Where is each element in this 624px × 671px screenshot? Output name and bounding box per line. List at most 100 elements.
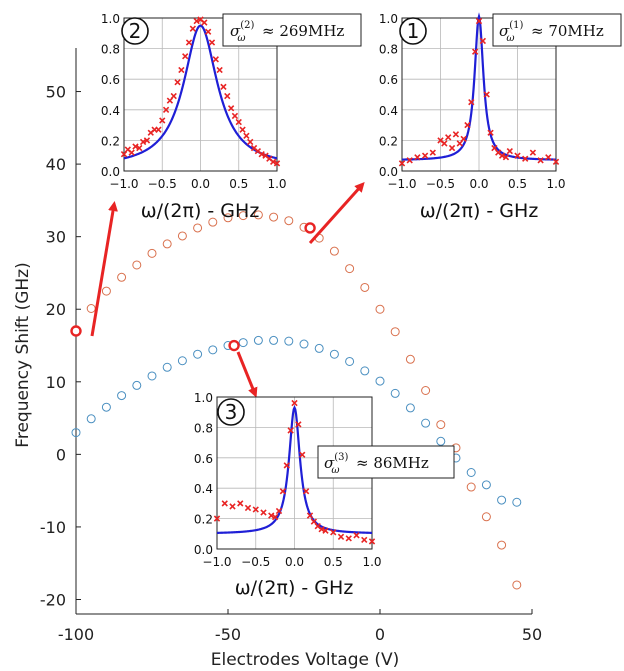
main-y-tick-label: 10 (46, 373, 66, 392)
inset-3-data-point (221, 500, 228, 507)
arrow-to-inset-3 (236, 351, 258, 398)
inset-1-data-point (452, 131, 460, 138)
inset-3-y-tick-label: 0.8 (194, 421, 213, 435)
inset-1-y-tick-label: 0.4 (379, 104, 398, 118)
callout-arrows (90, 182, 365, 398)
inset-1-x-tick-label: −1.0 (387, 177, 416, 191)
inset-3-fit-line (216, 404, 373, 534)
inset-2-x-tick-label: −1.0 (109, 177, 138, 191)
inset-3-data-point (345, 535, 352, 542)
main-data-point (101, 286, 111, 296)
main-data-point (284, 336, 294, 346)
main-data-point (117, 391, 127, 401)
inset-1-data-point (506, 147, 513, 155)
inset-3-data-point (330, 529, 337, 536)
inset-1-y-tick-label: 1.0 (379, 12, 398, 26)
inset-2-x-tick-label: 0.5 (229, 177, 248, 191)
inset-2-data-point (270, 158, 277, 165)
inset-2-data-point (174, 79, 181, 86)
inset-2-data-point (193, 17, 200, 25)
inset-1-series (398, 12, 560, 167)
inset-1-data-point (522, 155, 529, 162)
main-data-point (436, 420, 446, 430)
main-data-point (512, 580, 522, 590)
main-data-point (390, 388, 400, 398)
inset-2-data-point (227, 105, 235, 112)
inset-2-data-point (243, 132, 250, 139)
inset-1-x-tick-label: −0.5 (426, 177, 455, 191)
main-data-point (223, 213, 233, 223)
main-x-tick-label: -50 (215, 625, 241, 644)
inset-3-data-point (271, 513, 279, 521)
inset-3-x-tick-label: 0.0 (285, 555, 304, 569)
inset-3-data-point (287, 427, 294, 434)
inset-2-label-text: 2 (129, 19, 142, 43)
inset-3-data-point (244, 504, 252, 512)
inset-1-x-tick-label: 0.0 (469, 177, 488, 191)
main-data-point (466, 482, 476, 492)
main-data-point (101, 402, 111, 412)
inset-3-x-tick-label: 1.0 (362, 555, 381, 569)
inset-1-data-point (537, 157, 544, 164)
main-y-tick-label: 40 (46, 155, 66, 174)
inset-3-data-point (318, 526, 325, 533)
main-series (70, 210, 522, 590)
main-xlabel: Electrodes Voltage (V) (211, 650, 400, 670)
main-data-point (253, 335, 263, 345)
main-y-tick-label: 50 (46, 83, 66, 102)
inset-2-frame (123, 17, 278, 172)
inset-3-data-point (291, 399, 298, 407)
inset-1-data-point (487, 129, 494, 136)
inset-2-data-point (239, 126, 246, 133)
main-data-point (132, 260, 142, 270)
inset-2-data-point (208, 39, 216, 46)
main-data-point (436, 436, 446, 446)
main-data-point (162, 239, 172, 249)
inset-3-data-point (361, 536, 368, 544)
inset-3-data-point (368, 538, 376, 545)
inset-2-x-tick-label: 0.0 (191, 177, 210, 191)
inset-1-data-point (421, 152, 429, 159)
inset-2-y-tick-label: 1.0 (101, 12, 120, 26)
inset-2-data-point (212, 56, 219, 63)
inset-1-data-point (483, 91, 490, 98)
inset-chart-3: 0.0 0.2 0.4 0.6 0.8 1.0 −1.0 −0.5 0.0 0.5 1.0 3 σ(… (194, 391, 455, 599)
svg-text:σ(3)ω: σ(3) ω (324, 452, 349, 476)
inset-3-y-tick-label: 0.4 (194, 482, 213, 496)
inset-2-data-point (201, 19, 208, 26)
inset-2-annotation: σ(2) ω ≈ 269MHz (222, 13, 362, 47)
main-data-point (269, 212, 279, 222)
inset-3-y-tick-label: 0.0 (194, 543, 213, 557)
inset-2-data-point (258, 151, 265, 158)
main-data-point (421, 386, 431, 396)
main-data-point (497, 540, 507, 550)
main-data-point (360, 282, 370, 292)
inset-2-data-point (216, 66, 223, 74)
main-data-point (345, 356, 355, 366)
highlighted-point (70, 325, 82, 337)
main-data-point (299, 339, 309, 349)
inset-3-data-point (229, 503, 236, 510)
inset-2-data-point (182, 53, 189, 60)
main-data-point (269, 335, 279, 345)
inset-2-x-tick-label: −0.5 (148, 177, 177, 191)
inset-2-data-point (178, 66, 185, 74)
inset-1-data-point (429, 149, 436, 156)
main-data-point (253, 210, 263, 220)
main-y-tick-label: 30 (46, 228, 66, 247)
inset-3-data-point (252, 506, 259, 513)
main-data-point (238, 211, 248, 221)
inset-3-data-point (353, 532, 360, 539)
inset-1-data-point (545, 154, 552, 161)
main-data-point (147, 371, 157, 381)
main-data-point (497, 495, 507, 505)
arrow-to-inset-2 (90, 201, 118, 337)
inset-1-data-point (414, 154, 421, 161)
inset-1-data-point (406, 157, 413, 164)
inset-1-data-point (460, 135, 467, 143)
inset-3-data-point (279, 488, 287, 495)
main-data-point (390, 327, 400, 337)
arrow-to-inset-1 (308, 182, 365, 245)
inset-1-x-tick-label: 1.0 (546, 177, 565, 191)
